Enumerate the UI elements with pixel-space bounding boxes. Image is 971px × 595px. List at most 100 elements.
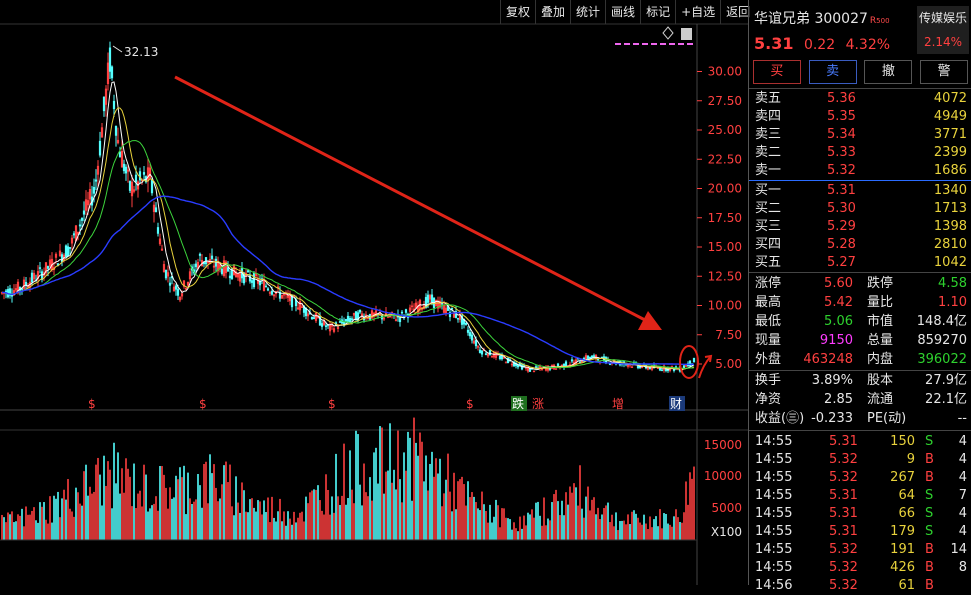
candle-body	[464, 322, 468, 325]
volume-bar	[455, 509, 457, 540]
toolbar-add-watchlist-button[interactable]: +自选	[675, 0, 720, 24]
volume-bar	[683, 512, 685, 540]
event-marker[interactable]: 涨	[532, 396, 544, 411]
volume-bar	[199, 485, 201, 540]
volume-bar	[641, 524, 643, 540]
stat-label: 最高	[755, 295, 782, 310]
volume-bar	[637, 517, 639, 540]
candle-body	[588, 356, 592, 359]
candle-body	[162, 264, 166, 273]
ask-volume: 2399	[933, 145, 967, 160]
volume-bar	[287, 511, 289, 540]
cancel-order-button[interactable]: 撤	[864, 60, 913, 84]
volume-bar	[473, 496, 475, 540]
volume-bar	[655, 516, 657, 540]
candle-body	[484, 353, 488, 355]
volume-bar	[381, 427, 383, 540]
volume-bar	[69, 508, 71, 540]
volume-bar	[519, 516, 521, 540]
toolbar-draw-line-button[interactable]: 画线	[605, 0, 640, 24]
volume-bar	[479, 510, 481, 540]
candle-body	[348, 317, 352, 323]
candle-body	[136, 181, 140, 190]
tick-time: 14:55	[755, 524, 793, 539]
candle-body	[66, 246, 70, 257]
kline-chart[interactable]: 30.00 27.50 25.00 22.50 20.00 17.50 15.00 12.50…	[0, 0, 748, 585]
event-marker[interactable]: $	[199, 397, 207, 411]
volume-bar	[525, 525, 527, 540]
candle-body	[460, 315, 464, 325]
candle-body	[344, 319, 348, 322]
bid-price: 5.30	[827, 201, 856, 216]
toolbar-mark-button[interactable]: 标记	[640, 0, 675, 24]
tick-side: B	[925, 470, 934, 485]
volume-bar	[115, 483, 117, 540]
volume-bar	[595, 514, 597, 540]
tick-side: S	[925, 524, 934, 539]
candle-body	[64, 245, 68, 258]
candle-body	[684, 365, 688, 367]
volume-bar	[297, 517, 299, 540]
stock-title: 华谊兄弟 300027 R500	[754, 8, 890, 28]
volume-bar	[685, 481, 687, 540]
ask-label: 卖五	[755, 91, 782, 106]
toolbar-statistics-button[interactable]: 统计	[570, 0, 605, 24]
candle-body	[188, 271, 192, 280]
volume-bar	[551, 502, 553, 540]
volume-bar	[457, 481, 459, 540]
buy-button[interactable]: 买	[752, 60, 801, 84]
volume-bar	[187, 472, 189, 540]
event-marker[interactable]: $	[328, 397, 336, 411]
sector-box[interactable]: 传媒娱乐 2.14%	[917, 6, 969, 54]
volume-bar	[461, 476, 463, 540]
stat-label: 收益(㊂)	[755, 411, 805, 426]
sell-button[interactable]: 卖	[808, 60, 857, 84]
stat-label: 量比	[867, 295, 894, 310]
candle-body	[360, 313, 364, 318]
event-marker[interactable]: 跌	[512, 396, 524, 411]
toolbar-restore-right-button[interactable]: 复权	[500, 0, 535, 24]
event-marker[interactable]: $	[466, 397, 474, 411]
volume-bar	[345, 504, 347, 540]
alert-button[interactable]: 警	[920, 60, 969, 84]
candle-body	[474, 339, 478, 347]
volume-bar	[625, 524, 627, 540]
volume-bar	[63, 489, 65, 540]
candle-body	[194, 263, 198, 268]
stat-value: 5.60	[824, 276, 853, 291]
toolbar-back-button[interactable]: 返回	[720, 0, 755, 24]
ask-volume: 1686	[933, 163, 967, 178]
candle-body	[586, 355, 590, 360]
candle-body	[510, 363, 514, 366]
event-marker[interactable]: 财	[670, 397, 682, 411]
candle-body	[570, 359, 574, 362]
candle-body	[466, 329, 470, 333]
candle-body	[462, 318, 466, 325]
tick-volume: 61	[898, 578, 915, 593]
bid-volume: 1340	[933, 183, 967, 198]
volume-bar	[249, 499, 251, 540]
candle-body	[132, 189, 136, 192]
stat-value: --	[957, 411, 967, 426]
volume-bar	[615, 512, 617, 540]
volume-bar	[559, 515, 561, 540]
volume-bar	[319, 500, 321, 540]
event-marker[interactable]: 增	[612, 397, 624, 411]
candle-body	[296, 307, 300, 310]
candle-body	[216, 260, 220, 272]
volume-bar	[215, 487, 217, 540]
volume-bar	[197, 474, 199, 540]
toolbar-overlay-button[interactable]: 叠加	[535, 0, 570, 24]
volume-bar	[195, 499, 197, 540]
volume-bar	[285, 525, 287, 540]
volume-bar	[407, 431, 409, 540]
volume-bar	[693, 466, 695, 540]
candle-body	[480, 350, 484, 355]
volume-bar	[505, 517, 507, 540]
volume-bar	[627, 514, 629, 540]
candle-body	[22, 279, 26, 290]
ma-legend-icon	[615, 26, 695, 45]
volume-bar	[567, 504, 569, 540]
candle-body	[124, 166, 128, 174]
event-marker[interactable]: $	[88, 397, 96, 411]
